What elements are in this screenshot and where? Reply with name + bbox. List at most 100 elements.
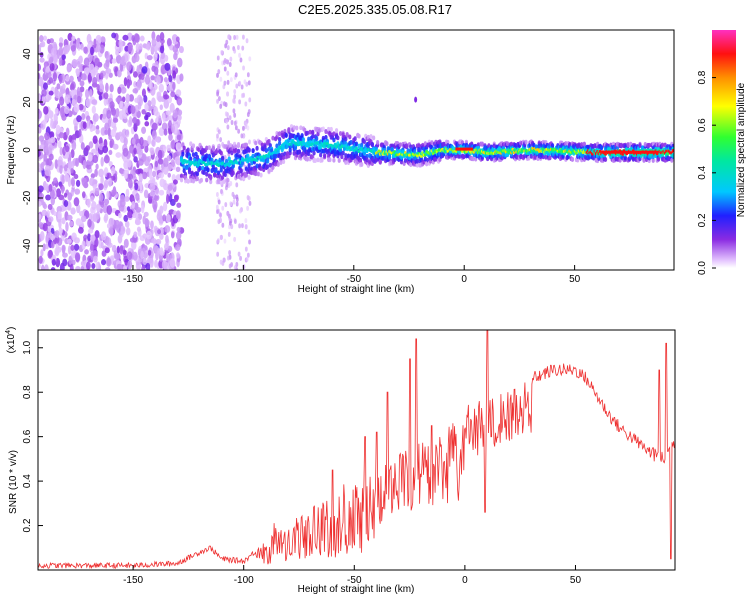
signal-cell bbox=[537, 143, 541, 149]
noise-speck bbox=[165, 253, 171, 260]
signal-cell bbox=[239, 168, 243, 174]
noise-speck bbox=[139, 35, 145, 42]
noise-speck bbox=[38, 200, 42, 207]
signal-cell bbox=[255, 163, 259, 169]
signal-cell bbox=[191, 143, 196, 149]
signal-cell bbox=[199, 177, 204, 183]
noise-speck bbox=[127, 44, 133, 53]
noise-speck bbox=[169, 258, 176, 268]
noise-speck bbox=[116, 224, 122, 233]
noise-speck bbox=[65, 127, 70, 136]
signal-cell bbox=[186, 178, 190, 184]
noise-speck bbox=[76, 95, 82, 104]
noise-speck bbox=[135, 192, 140, 202]
noise-speck bbox=[84, 89, 90, 99]
signal-cell bbox=[247, 163, 251, 168]
noise-speck bbox=[70, 148, 75, 159]
noise-speck bbox=[177, 98, 182, 105]
noise-speck bbox=[95, 44, 101, 53]
noise-speck bbox=[143, 95, 148, 103]
signal-cell bbox=[205, 177, 209, 183]
noise-speck bbox=[248, 97, 252, 103]
signal-cell bbox=[324, 134, 328, 140]
noise-speck bbox=[171, 123, 175, 134]
signal-cell bbox=[276, 162, 280, 167]
noise-speck bbox=[248, 239, 251, 245]
noise-speck bbox=[43, 106, 49, 115]
signal-peak-strip bbox=[601, 150, 659, 154]
noise-speck bbox=[58, 57, 63, 66]
noise-speck bbox=[149, 147, 155, 156]
noise-speck bbox=[226, 70, 230, 76]
noise-speck bbox=[173, 179, 178, 185]
signal-cell bbox=[250, 170, 254, 176]
noise-speck bbox=[123, 77, 128, 87]
noise-speck bbox=[167, 184, 173, 191]
signal-cell bbox=[372, 135, 376, 141]
signal-cell bbox=[251, 148, 255, 154]
signal-cell bbox=[219, 167, 223, 173]
noise-speck bbox=[132, 251, 138, 261]
noise-speck bbox=[42, 222, 48, 232]
noise-speck bbox=[65, 75, 70, 82]
noise-speck bbox=[163, 94, 170, 100]
noise-speck bbox=[76, 115, 82, 123]
noise-speck bbox=[63, 199, 69, 207]
signal-cell bbox=[405, 143, 409, 149]
noise-speck bbox=[164, 62, 171, 71]
signal-core bbox=[325, 142, 329, 146]
noise-speck bbox=[41, 89, 47, 97]
snr-series-line bbox=[38, 330, 675, 570]
noise-speck bbox=[91, 105, 96, 114]
signal-cell bbox=[266, 158, 270, 164]
noise-speck bbox=[94, 168, 98, 178]
noise-speck bbox=[95, 262, 99, 269]
noise-speck bbox=[77, 76, 82, 83]
noise-speck bbox=[245, 38, 249, 44]
noise-speck bbox=[56, 206, 63, 213]
signal-cell bbox=[365, 157, 369, 163]
signal-cell bbox=[393, 157, 397, 163]
noise-speck bbox=[175, 244, 181, 251]
signal-cell bbox=[305, 156, 310, 162]
noise-speck bbox=[149, 257, 154, 268]
noise-speck bbox=[39, 51, 44, 58]
noise-speck bbox=[224, 43, 228, 49]
noise-speck bbox=[99, 79, 103, 87]
noise-speck bbox=[140, 74, 145, 81]
noise-speck bbox=[244, 101, 248, 107]
noise-speck bbox=[41, 266, 46, 270]
noise-speck bbox=[217, 129, 221, 135]
signal-cell bbox=[323, 153, 327, 158]
noise-speck bbox=[49, 56, 54, 64]
signal-cell bbox=[462, 154, 466, 160]
noise-speck bbox=[146, 41, 151, 51]
noise-speck bbox=[110, 166, 116, 175]
noise-speck bbox=[45, 194, 52, 201]
signal-cell bbox=[268, 162, 272, 168]
noise-speck bbox=[88, 141, 94, 149]
noise-speck bbox=[39, 231, 45, 241]
noise-speck bbox=[162, 201, 168, 212]
noise-speck bbox=[92, 213, 97, 222]
noise-speck bbox=[44, 168, 51, 177]
noise-speck bbox=[111, 107, 117, 116]
signal-cell bbox=[619, 142, 624, 148]
signal-cell bbox=[312, 150, 316, 156]
noise-speck bbox=[154, 259, 158, 268]
noise-speck bbox=[233, 265, 237, 270]
signal-cell bbox=[301, 137, 306, 143]
noise-speck bbox=[216, 98, 219, 104]
noise-speck bbox=[58, 37, 64, 43]
noise-speck bbox=[68, 255, 73, 266]
noise-speck bbox=[127, 178, 133, 189]
noise-speck bbox=[102, 145, 109, 154]
noise-speck bbox=[45, 66, 51, 73]
noise-speck bbox=[128, 173, 134, 180]
noise-speck bbox=[138, 173, 143, 183]
signal-cell bbox=[344, 160, 348, 165]
signal-cell bbox=[387, 154, 392, 159]
signal-cell bbox=[197, 147, 201, 152]
signal-cell bbox=[213, 172, 217, 178]
noise-speck bbox=[159, 178, 166, 188]
